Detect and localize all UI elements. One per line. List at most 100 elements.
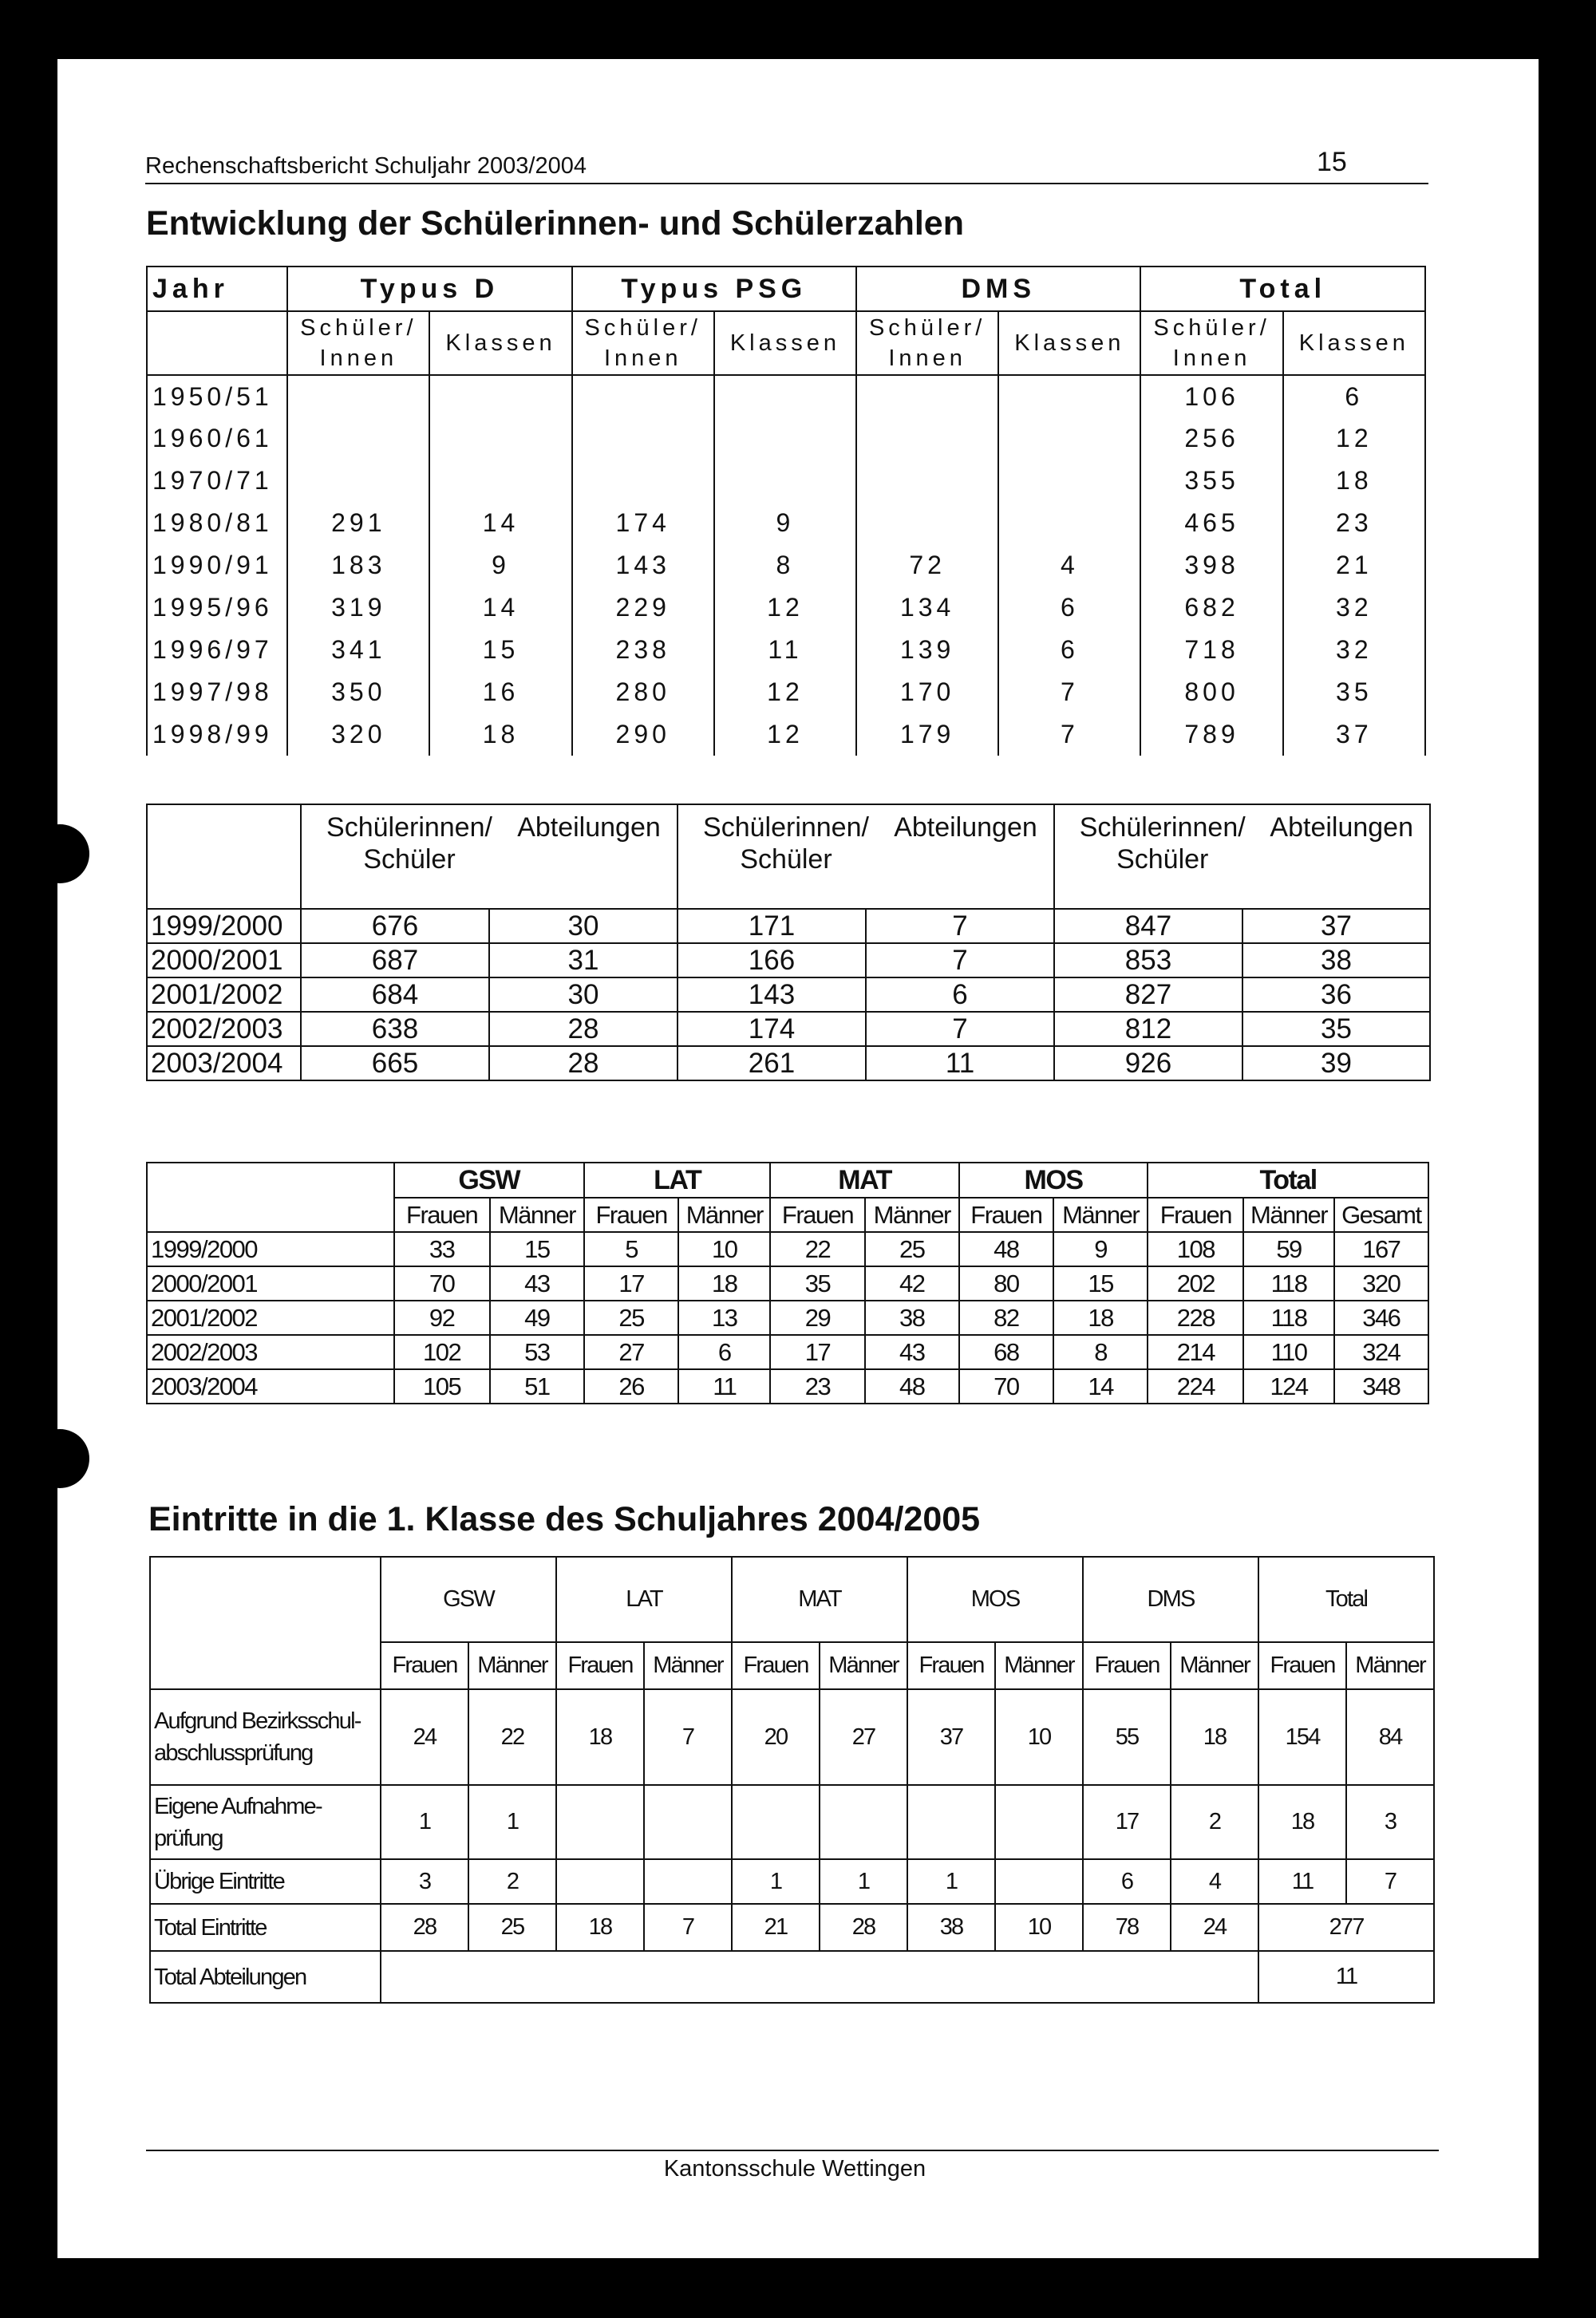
value-cell: 12	[713, 713, 858, 756]
value-cell: 15	[429, 629, 573, 671]
value-cell: 847	[1053, 908, 1243, 944]
value-cell: 7	[998, 671, 1142, 713]
value-cell	[555, 1784, 645, 1860]
table-row: 1999/2000 33 15 5 10 22 25 48 9 108 59 167	[146, 1231, 1430, 1267]
header-year: Jahr	[145, 266, 289, 312]
subheader-men: Männer	[1345, 1641, 1436, 1690]
value-cell	[855, 502, 1000, 544]
value-cell: 687	[300, 942, 490, 978]
running-header: Rechenschaftsbericht Schuljahr 2003/2004	[145, 153, 587, 179]
value-cell: 2	[1170, 1784, 1260, 1860]
table-row: 2002/2003 638 28 174 7 812 35	[146, 1011, 1431, 1047]
table-first-year-entries: GSW LAT MAT MOS DMS Total Frauen Männer Frauen Mä…	[149, 1556, 1436, 2004]
value-cell: 55	[1082, 1688, 1172, 1786]
value-cell: 682	[1140, 586, 1284, 629]
table-row: Übrige Eintritte 3 2 1 1 1 6 4 11 7	[149, 1858, 1436, 1905]
year-cell: 1970/71	[145, 460, 289, 502]
value-cell: 718	[1140, 629, 1284, 671]
value-cell: 42	[863, 1266, 960, 1301]
value-cell: 25	[468, 1903, 557, 1952]
value-cell: 789	[1140, 713, 1284, 756]
row-label: Total Eintritte	[149, 1903, 381, 1952]
subheader-students: Schüler/ Innen	[571, 310, 715, 376]
year-cell: 1999/2000	[146, 1231, 395, 1267]
value-cell: 78	[1082, 1903, 1172, 1952]
value-cell: 4	[1170, 1858, 1260, 1905]
table-row: 1996/97 341 15 238 11 139 6 718 32	[145, 629, 1427, 671]
header-departments: Abteilungen	[894, 812, 1037, 843]
subheader-gender: Männer	[1242, 1197, 1335, 1233]
row-label: Aufgrund Bezirksschul-abschlussprüfung	[149, 1688, 381, 1786]
value-cell: 1	[907, 1858, 997, 1905]
value-cell: 10	[994, 1903, 1084, 1952]
value-cell: 319	[286, 586, 431, 629]
value-cell: 1	[819, 1858, 909, 1905]
value-cell: 37	[1242, 908, 1431, 944]
table-students-by-profile-gender: GSW LAT MAT MOS Total Frauen Männer Frauen Männe…	[146, 1162, 1430, 1404]
value-cell: 7	[865, 1011, 1055, 1047]
value-cell	[571, 417, 715, 460]
value-cell: 21	[731, 1903, 821, 1952]
value-cell: 18	[1053, 1300, 1149, 1336]
value-cell: 14	[1053, 1368, 1149, 1404]
value-cell: 38	[1242, 942, 1431, 978]
value-cell: 812	[1053, 1011, 1243, 1047]
year-cell: 1998/99	[145, 713, 289, 756]
value-cell: 10	[994, 1688, 1084, 1786]
row-label: Eigene Aufnahme-prüfung	[149, 1784, 381, 1860]
value-cell: 214	[1147, 1334, 1245, 1370]
value-cell: 36	[1242, 977, 1431, 1013]
value-cell: 25	[863, 1231, 960, 1267]
value-cell: 18	[429, 713, 573, 756]
value-cell: 18	[1258, 1784, 1348, 1860]
value-cell: 18	[555, 1688, 645, 1786]
value-cell: 35	[1282, 671, 1427, 713]
table-row: Eigene Aufnahme-prüfung 1 1 17 2 18 3	[149, 1784, 1436, 1860]
header-students: Schülerinnen/ Schüler	[703, 812, 869, 875]
subheader-gender: Männer	[488, 1197, 585, 1233]
subheader-gender: Frauen	[1147, 1197, 1245, 1233]
value-cell: 166	[677, 942, 867, 978]
value-cell: 39	[1242, 1045, 1431, 1081]
value-cell	[994, 1858, 1084, 1905]
subheader-gender: Frauen	[769, 1197, 866, 1233]
row-label: Übrige Eintritte	[149, 1858, 381, 1905]
table-historical-students: Jahr Typus D Typus PSG DMS Total Schüler/ Inn…	[145, 266, 1427, 756]
year-cell: 2000/2001	[146, 1266, 395, 1301]
footer-school: Kantonsschule Wettingen	[663, 2156, 926, 2182]
header-row: GSW LAT MAT MOS Total	[146, 1162, 1429, 1233]
subheader-men: Männer	[1170, 1641, 1260, 1690]
value-cell: 5	[583, 1231, 680, 1267]
subheader-row: Frauen Männer Frauen Männer Frauen Männer Frau…	[150, 1641, 1436, 1690]
value-cell: 108	[1147, 1231, 1245, 1267]
year-cell: 2002/2003	[146, 1334, 395, 1370]
value-cell: 30	[488, 908, 678, 944]
value-cell: 7	[865, 942, 1055, 978]
value-cell: 18	[1170, 1688, 1260, 1786]
value-cell: 32	[1282, 629, 1427, 671]
value-cell: 11	[713, 629, 858, 671]
year-cell: 1980/81	[145, 502, 289, 544]
value-cell: 37	[1282, 713, 1427, 756]
value-cell: 17	[769, 1334, 866, 1370]
header-row: Jahr Typus D Typus PSG DMS Total	[145, 266, 1426, 312]
value-cell: 11	[865, 1045, 1055, 1081]
section-title-entries: Eintritte in die 1. Klasse des Schuljahr…	[148, 1500, 981, 1538]
group-header: LAT	[583, 1162, 772, 1198]
value-cell	[731, 1784, 821, 1860]
value-cell: 106	[1140, 375, 1284, 417]
year-cell: 1996/97	[145, 629, 289, 671]
value-cell: 80	[958, 1266, 1055, 1301]
year-cell: 1960/61	[145, 417, 289, 460]
group-header: Schülerinnen/ Schüler Abteilungen	[677, 804, 1055, 910]
year-cell: 2003/2004	[146, 1045, 302, 1081]
value-cell: 14	[429, 586, 573, 629]
row-label: Total Abteilungen	[149, 1950, 381, 2004]
value-cell: 7	[865, 908, 1055, 944]
value-cell	[855, 460, 1000, 502]
value-cell	[571, 460, 715, 502]
empty-cell	[145, 310, 289, 376]
value-cell	[998, 375, 1142, 417]
value-cell: 21	[1282, 544, 1427, 586]
value-cell: 154	[1258, 1688, 1348, 1786]
